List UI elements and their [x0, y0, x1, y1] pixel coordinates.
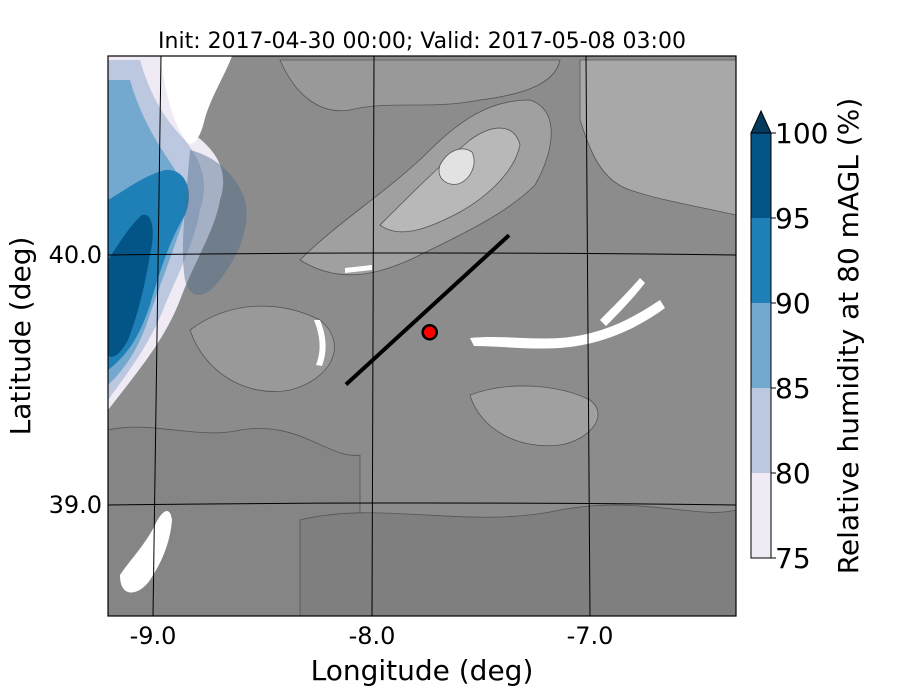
colorbar-segment: [751, 473, 771, 558]
terrain-plateau-east: [579, 59, 736, 216]
meridian-line: [371, 56, 375, 616]
terrain-north-hills: [279, 59, 561, 112]
humidity-band-95: [108, 214, 153, 357]
colorbar-segment: [751, 133, 771, 218]
colorbar-tick-label: 95: [775, 202, 811, 235]
terrain-layer: [108, 59, 736, 616]
terrain-low-zone: [108, 426, 361, 616]
terrain-valley-zone: [299, 504, 736, 616]
map-frame: [107, 55, 737, 617]
site-marker: [421, 324, 438, 341]
y-tick-label: 39.0: [49, 491, 102, 519]
colorbar-label: Relative humidity at 80 mAGL (%): [832, 98, 865, 575]
humidity-fringe: [182, 150, 247, 295]
graticule: [108, 56, 736, 616]
terrain-white-patch-sw: [120, 510, 172, 593]
colorbar-tick-label: 85: [775, 372, 811, 405]
parallel-line: [108, 252, 736, 256]
x-tick-label: -8.0: [349, 622, 396, 650]
colorbar-tick-label: 75: [775, 542, 811, 575]
humidity-white-coast: [160, 56, 232, 144]
terrain-white-stream-center: [314, 320, 326, 366]
terrain-white-river-east: [470, 300, 665, 349]
colorbar-frame: [750, 132, 772, 559]
colorbar-segment: [751, 218, 771, 303]
terrain-white-river-ne: [600, 278, 645, 326]
meridian-line: [585, 56, 591, 616]
colorbar-tick-label: 100: [775, 117, 828, 150]
x-tick-label: -9.0: [130, 622, 177, 650]
humidity-layer: [108, 56, 247, 410]
terrain-south-hills: [469, 385, 599, 447]
colorbar-tick-label: 90: [775, 287, 811, 320]
colorbar: Relative humidity at 80 mAGL (%) 75 80 85 9…: [750, 98, 865, 575]
colorbar-tick-label: 80: [775, 457, 811, 490]
x-axis: -9.0 -8.0 -7.0 Longitude (deg): [130, 622, 614, 687]
x-axis-label: Longitude (deg): [311, 654, 534, 687]
terrain-central-hills: [189, 305, 335, 392]
y-tick-label: 40.0: [49, 241, 102, 269]
terrain-peak: [438, 148, 475, 185]
y-axis: 40.0 39.0 Latitude (deg): [4, 237, 102, 519]
colorbar-extend-arrow: [750, 109, 772, 134]
chart-title: Init: 2017-04-30 00:00; Valid: 2017-05-0…: [158, 29, 686, 54]
parallel-line: [108, 502, 736, 506]
y-axis-label: Latitude (deg): [4, 237, 37, 436]
map-plot-area: [107, 55, 737, 617]
colorbar-segment: [751, 388, 771, 473]
meridian-line: [152, 56, 162, 616]
x-tick-label: -7.0: [567, 622, 614, 650]
colorbar-segment: [751, 303, 771, 388]
cross-section-line: [344, 233, 511, 387]
terrain-white-stream-north: [345, 265, 372, 273]
